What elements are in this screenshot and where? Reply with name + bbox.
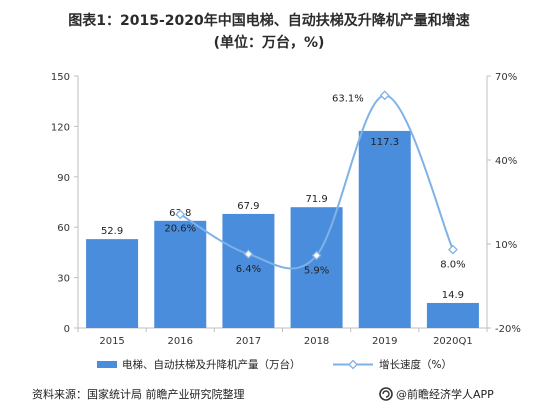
x-tick-label: 2019 <box>372 336 397 347</box>
growth-value-label: 6.4% <box>236 264 261 275</box>
bar-value-label: 117.3 <box>370 137 399 148</box>
y-left-tick-label: 90 <box>57 173 70 184</box>
y-left-tick-label: 150 <box>51 72 70 83</box>
bar <box>426 302 479 328</box>
source-note: 资料来源：国家统计局 前瞻产业研究院整理 <box>32 387 245 401</box>
growth-point <box>175 209 186 220</box>
bars-group <box>86 130 479 328</box>
chart-subtitle: (单位：万台，%) <box>214 34 325 51</box>
line-group <box>175 90 458 270</box>
legend-bar-label: 电梯、自动扶梯及升降机产量（万台） <box>122 358 301 371</box>
bar-value-label: 71.9 <box>305 194 327 205</box>
growth-value-label: 20.6% <box>164 223 196 234</box>
line-labels-group: 20.6% 6.4% 5.9% 63.1% 8.0% <box>164 93 465 276</box>
x-tick-label: 2020Q1 <box>433 336 473 347</box>
growth-point <box>379 90 390 101</box>
growth-value-label: 5.9% <box>304 265 329 276</box>
growth-value-label: 63.1% <box>332 93 364 104</box>
x-tick-label: 2017 <box>236 336 261 347</box>
y-left-tick-label: 0 <box>64 324 70 335</box>
bar <box>358 130 411 328</box>
y-right-tick-label: 40% <box>495 156 517 167</box>
x-tick-label: 2015 <box>99 336 124 347</box>
bar-value-label: 67.9 <box>237 201 259 212</box>
y-left-tick-label: 120 <box>51 122 70 133</box>
bar-value-label: 14.9 <box>442 290 464 301</box>
legend-bar-swatch <box>97 361 117 368</box>
bar-value-label: 52.9 <box>101 226 123 237</box>
x-tick-label: 2018 <box>304 336 329 347</box>
bar <box>154 220 207 328</box>
chart-title: 图表1：2015-2020年中国电梯、自动扶梯及升降机产量和增速 <box>68 12 469 29</box>
axes: 0 30 60 90 120 150 -20% 10% 40% 70% 2015 2016 2017 20… <box>51 72 521 347</box>
legend: 电梯、自动扶梯及升降机产量（万台） 增长速度（%） <box>97 358 452 371</box>
bar <box>86 239 139 328</box>
y-right-tick-label: -20% <box>495 324 521 335</box>
y-right-tick-label: 10% <box>495 240 517 251</box>
legend-line-label: 增长速度（%） <box>379 358 452 371</box>
growth-point <box>447 244 458 255</box>
growth-point <box>311 250 322 261</box>
brand-logo-icon <box>379 387 393 401</box>
y-left-tick-label: 30 <box>57 274 70 285</box>
growth-line <box>179 94 454 270</box>
brand-credit: @前瞻经济学人APP <box>396 387 494 401</box>
y-left-tick-label: 60 <box>57 223 70 234</box>
bar <box>222 213 275 328</box>
growth-point <box>243 249 254 259</box>
y-right-tick-label: 70% <box>495 72 517 83</box>
x-tick-label: 2016 <box>168 336 193 347</box>
growth-value-label: 8.0% <box>440 260 465 271</box>
legend-line-marker <box>348 359 358 370</box>
